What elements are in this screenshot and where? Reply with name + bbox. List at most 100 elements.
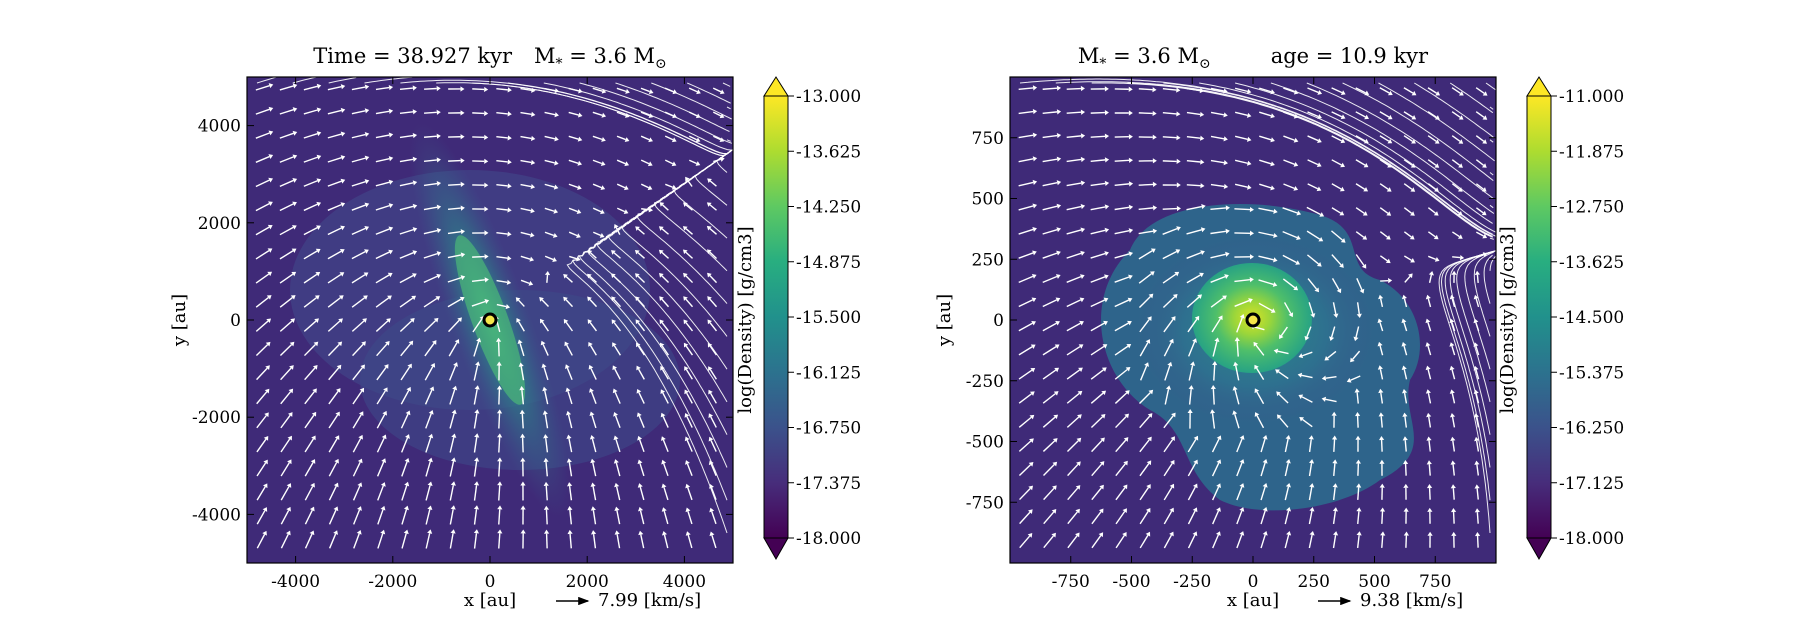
velocity-arrowhead [1052, 438, 1058, 443]
velocity-arrowhead [1356, 507, 1362, 512]
velocity-arrow [592, 510, 597, 525]
velocity-arrowhead [507, 135, 512, 141]
streamline [566, 149, 733, 534]
velocity-arrow [565, 276, 573, 283]
velocity-arrowhead [412, 180, 418, 186]
velocity-arrow [1090, 345, 1105, 356]
velocity-arrowhead [1426, 412, 1432, 418]
velocity-key-left: 7.99 [km/s] [598, 590, 701, 611]
velocity-arrowhead [1104, 204, 1110, 210]
velocity-arrow [1475, 345, 1480, 356]
velocity-arrow [1301, 396, 1313, 403]
velocity-arrowhead [1293, 137, 1299, 143]
velocity-arrowhead [624, 137, 630, 143]
velocity-arrowhead [268, 201, 273, 206]
velocity-arrow [1090, 182, 1106, 187]
velocity-arrow [544, 414, 549, 429]
velocity-arrow [1091, 487, 1102, 501]
velocity-arrow [1090, 135, 1106, 138]
velocity-arrow [375, 86, 390, 91]
velocity-arrow [1018, 393, 1032, 404]
velocity-arrow [1091, 535, 1102, 549]
velocity-arrow [496, 136, 508, 139]
velocity-arrowhead [1124, 390, 1130, 395]
velocity-arrow [1332, 487, 1336, 501]
velocity-arrow [1253, 326, 1265, 331]
velocity-arrowhead [1308, 459, 1315, 464]
velocity-arrow [663, 487, 669, 501]
velocity-arrowhead [403, 529, 409, 535]
velocity-arrow [1427, 322, 1432, 332]
velocity-arrow [1332, 534, 1337, 549]
velocity-arrowhead [364, 179, 370, 185]
velocity-arrowhead [388, 226, 394, 232]
velocity-arrow [1234, 208, 1251, 211]
velocity-arrowhead [1411, 139, 1416, 144]
velocity-arrow [1163, 462, 1173, 477]
velocity-arrowhead [1126, 343, 1132, 349]
velocity-arrowhead [624, 161, 630, 167]
velocity-arrow [375, 110, 390, 115]
velocity-arrow [544, 231, 555, 237]
velocity-arrow [279, 203, 294, 212]
velocity-arrow [280, 533, 289, 549]
velocity-arrowhead [554, 112, 559, 118]
velocity-arrowhead [334, 435, 340, 440]
y-axis-label-right: y [au] [934, 294, 955, 347]
velocity-arrowhead [600, 161, 606, 166]
velocity-arrow [686, 416, 693, 428]
velocity-arrowhead [427, 457, 433, 463]
velocity-arrowhead [599, 233, 605, 238]
velocity-arrow [639, 463, 645, 477]
velocity-arrowhead [340, 178, 346, 184]
velocity-arrow [1451, 369, 1456, 380]
velocity-arrowhead [1299, 417, 1305, 422]
velocity-arrowhead [1356, 531, 1362, 536]
velocity-arrowhead [1104, 227, 1110, 233]
velocity-arrowhead [1239, 435, 1245, 440]
velocity-arrow [685, 275, 694, 284]
velocity-arrow [303, 132, 318, 139]
velocity-arrow [520, 159, 532, 164]
velocity-arrow [663, 534, 669, 549]
velocity-arrowhead [1128, 134, 1133, 140]
velocity-arrowhead [685, 176, 690, 182]
velocity-arrow [303, 273, 318, 284]
colorbar-tick-label: -16.750 [796, 419, 861, 439]
velocity-arrowhead [1104, 251, 1109, 257]
velocity-arrowhead [1104, 86, 1109, 92]
velocity-arrow [661, 322, 670, 332]
velocity-arrowhead [1194, 315, 1200, 321]
x-tick-label: -250 [1173, 572, 1211, 592]
velocity-arrowhead [708, 389, 713, 395]
y-tick-label: 2000 [198, 214, 241, 234]
velocity-arrow [449, 461, 455, 477]
velocity-arrow [637, 298, 646, 308]
velocity-arrow [1325, 398, 1337, 403]
velocity-arrowhead [1402, 436, 1408, 441]
velocity-arrowhead [496, 409, 503, 414]
velocity-arrow [662, 204, 669, 211]
velocity-arrowhead [1270, 185, 1275, 191]
velocity-arrowhead [381, 458, 387, 463]
velocity-arrowhead [1316, 262, 1322, 267]
velocity-arrow [399, 297, 414, 308]
velocity-arrow [1162, 160, 1177, 163]
velocity-arrowhead [1319, 212, 1325, 217]
streamline [472, 82, 731, 157]
panel-left: Time = 38.927 kyr M* = 3.6 M⊙ -4000 -2000 0… [169, 44, 861, 611]
velocity-arrow [1186, 251, 1202, 259]
velocity-arrow [1259, 159, 1272, 165]
velocity-arrowhead [357, 482, 363, 488]
velocity-arrow [279, 156, 294, 163]
velocity-arrow [1066, 322, 1081, 332]
colorbar-ticks-left: -13.000-13.625-14.250-14.875-15.500-16.1… [788, 87, 861, 549]
velocity-arrow [1283, 183, 1295, 190]
velocity-arrowhead [312, 364, 318, 370]
streamline [1449, 82, 1494, 114]
velocity-arrow [353, 509, 361, 525]
velocity-arrowhead [1403, 507, 1409, 512]
velocity-arrow [637, 228, 645, 235]
velocity-arrowhead [474, 457, 480, 462]
velocity-arrow [497, 341, 500, 357]
